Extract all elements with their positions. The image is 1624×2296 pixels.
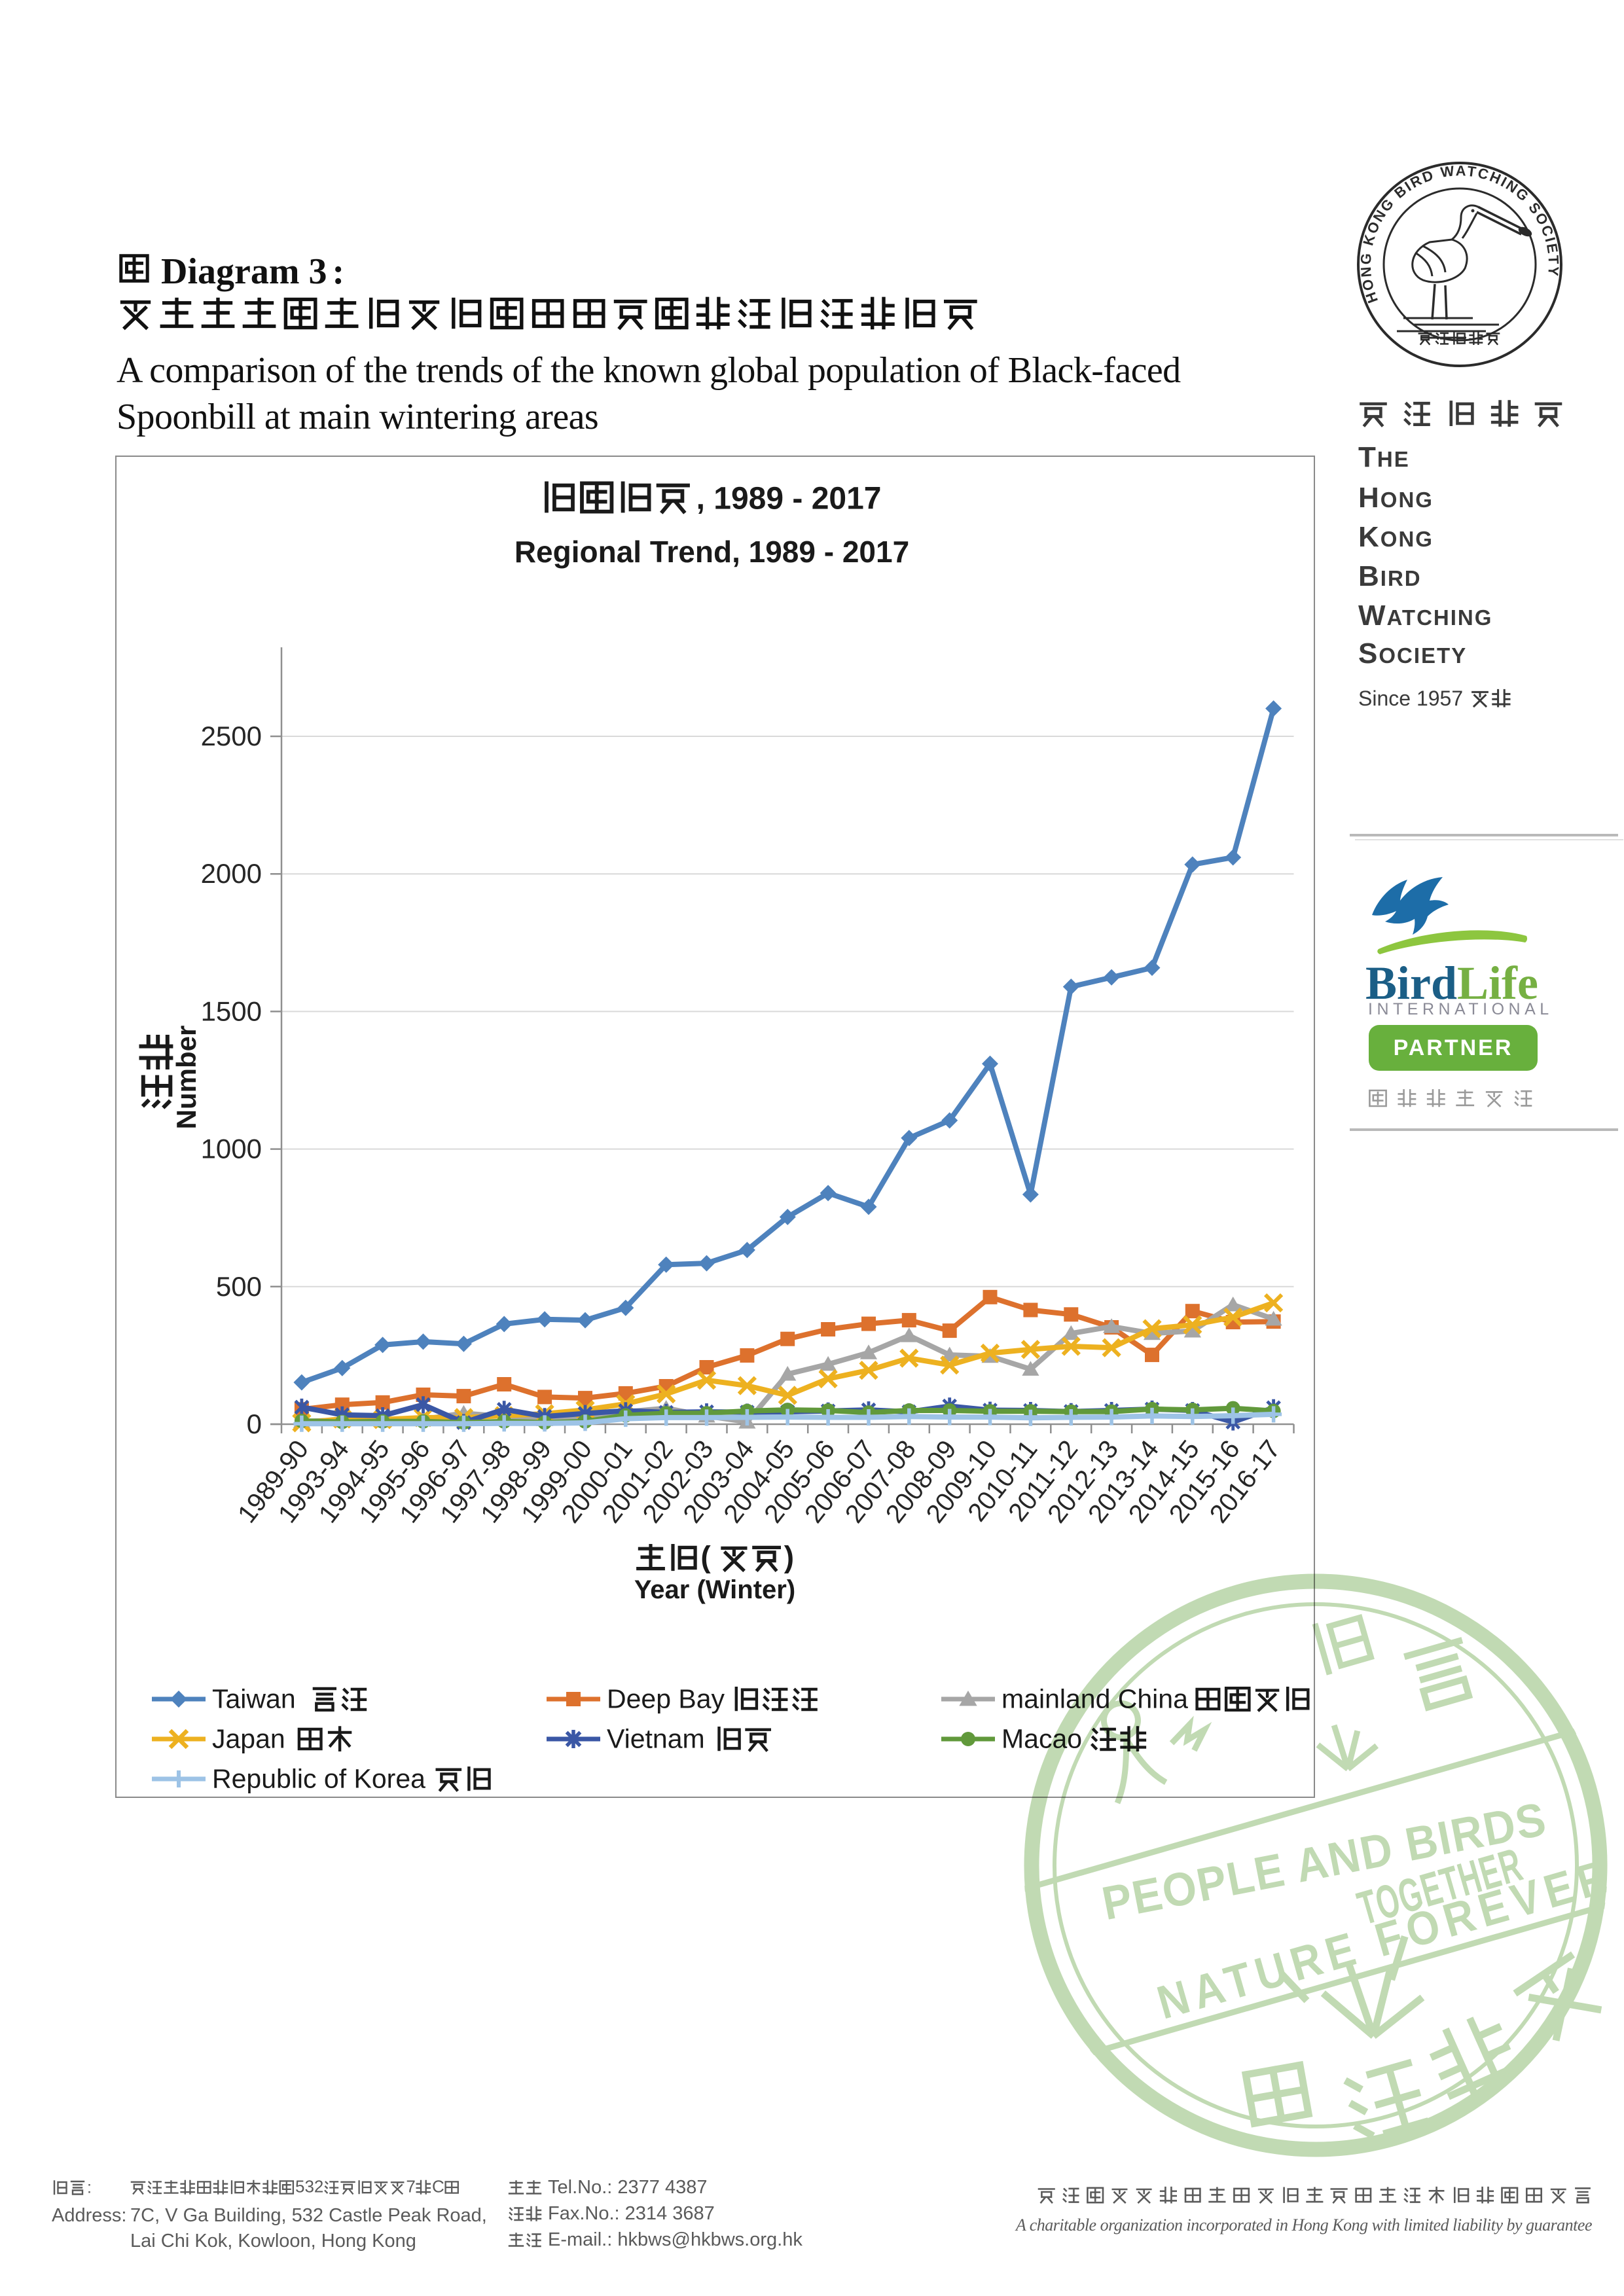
svg-text:A charitable organization inco: A charitable organization incorporated i… xyxy=(1015,2215,1592,2234)
svg-text:PARTNER: PARTNER xyxy=(1394,1035,1513,1060)
svg-text:E-mail.: hkbws@hkbws.org.hk: E-mail.: hkbws@hkbws.org.hk xyxy=(548,2229,803,2250)
svg-text:): ) xyxy=(784,1540,794,1574)
svg-text:1000: 1000 xyxy=(201,1134,262,1164)
svg-text:Republic of Korea: Republic of Korea xyxy=(212,1763,425,1793)
svg-text:Lai Chi Kok, Kowloon, Hong Kon: Lai Chi Kok, Kowloon, Hong Kong xyxy=(130,2231,416,2251)
svg-text:Taiwan: Taiwan xyxy=(212,1683,296,1713)
svg-text:Regional Trend, 1989 - 2017: Regional Trend, 1989 - 2017 xyxy=(514,535,909,569)
svg-text:500: 500 xyxy=(216,1271,262,1302)
svg-text:0: 0 xyxy=(247,1408,262,1439)
svg-text:7C, V Ga Building, 532 Castle: 7C, V Ga Building, 532 Castle Peak Road, xyxy=(130,2205,487,2226)
svg-text:7: 7 xyxy=(406,2177,415,2197)
svg-text:Tel.No.: 2377 4387: Tel.No.: 2377 4387 xyxy=(548,2177,707,2198)
svg-text:WATCHING: WATCHING xyxy=(1358,600,1492,632)
svg-text:Number: Number xyxy=(171,1026,202,1130)
svg-text:BIRD: BIRD xyxy=(1358,560,1422,592)
svg-text:1500: 1500 xyxy=(201,996,262,1026)
svg-text:KONG: KONG xyxy=(1358,521,1434,553)
svg-text:Address:: Address: xyxy=(52,2205,126,2226)
svg-text:2000: 2000 xyxy=(201,858,262,889)
svg-text:Spoonbill at main wintering ar: Spoonbill at main wintering areas xyxy=(117,397,598,437)
svg-text:A comparison of the trends of: A comparison of the trends of the known … xyxy=(117,350,1181,391)
svg-text:BirdLife: BirdLife xyxy=(1365,957,1538,1009)
svg-text:2500: 2500 xyxy=(201,721,262,751)
svg-text:Vietnam: Vietnam xyxy=(607,1723,705,1753)
svg-text:THE: THE xyxy=(1358,441,1410,473)
svg-text:Japan: Japan xyxy=(212,1723,285,1753)
svg-text:(: ( xyxy=(700,1540,711,1574)
svg-text:Deep Bay: Deep Bay xyxy=(607,1683,725,1713)
svg-text:532: 532 xyxy=(295,2177,323,2197)
svg-text::: : xyxy=(87,2179,92,2197)
svg-text:SOCIETY: SOCIETY xyxy=(1358,637,1467,670)
svg-text:Diagram 3:: Diagram 3: xyxy=(161,251,344,292)
svg-text:Year (Winter): Year (Winter) xyxy=(634,1575,795,1604)
svg-text:INTERNATIONAL: INTERNATIONAL xyxy=(1368,1000,1553,1018)
svg-text:C: C xyxy=(432,2177,444,2197)
svg-text:, 1989 - 2017: , 1989 - 2017 xyxy=(696,481,882,516)
svg-text:HONG: HONG xyxy=(1358,482,1434,514)
svg-text:Since 1957: Since 1957 xyxy=(1358,687,1463,710)
svg-text:Fax.No.: 2314 3687: Fax.No.: 2314 3687 xyxy=(548,2203,715,2224)
